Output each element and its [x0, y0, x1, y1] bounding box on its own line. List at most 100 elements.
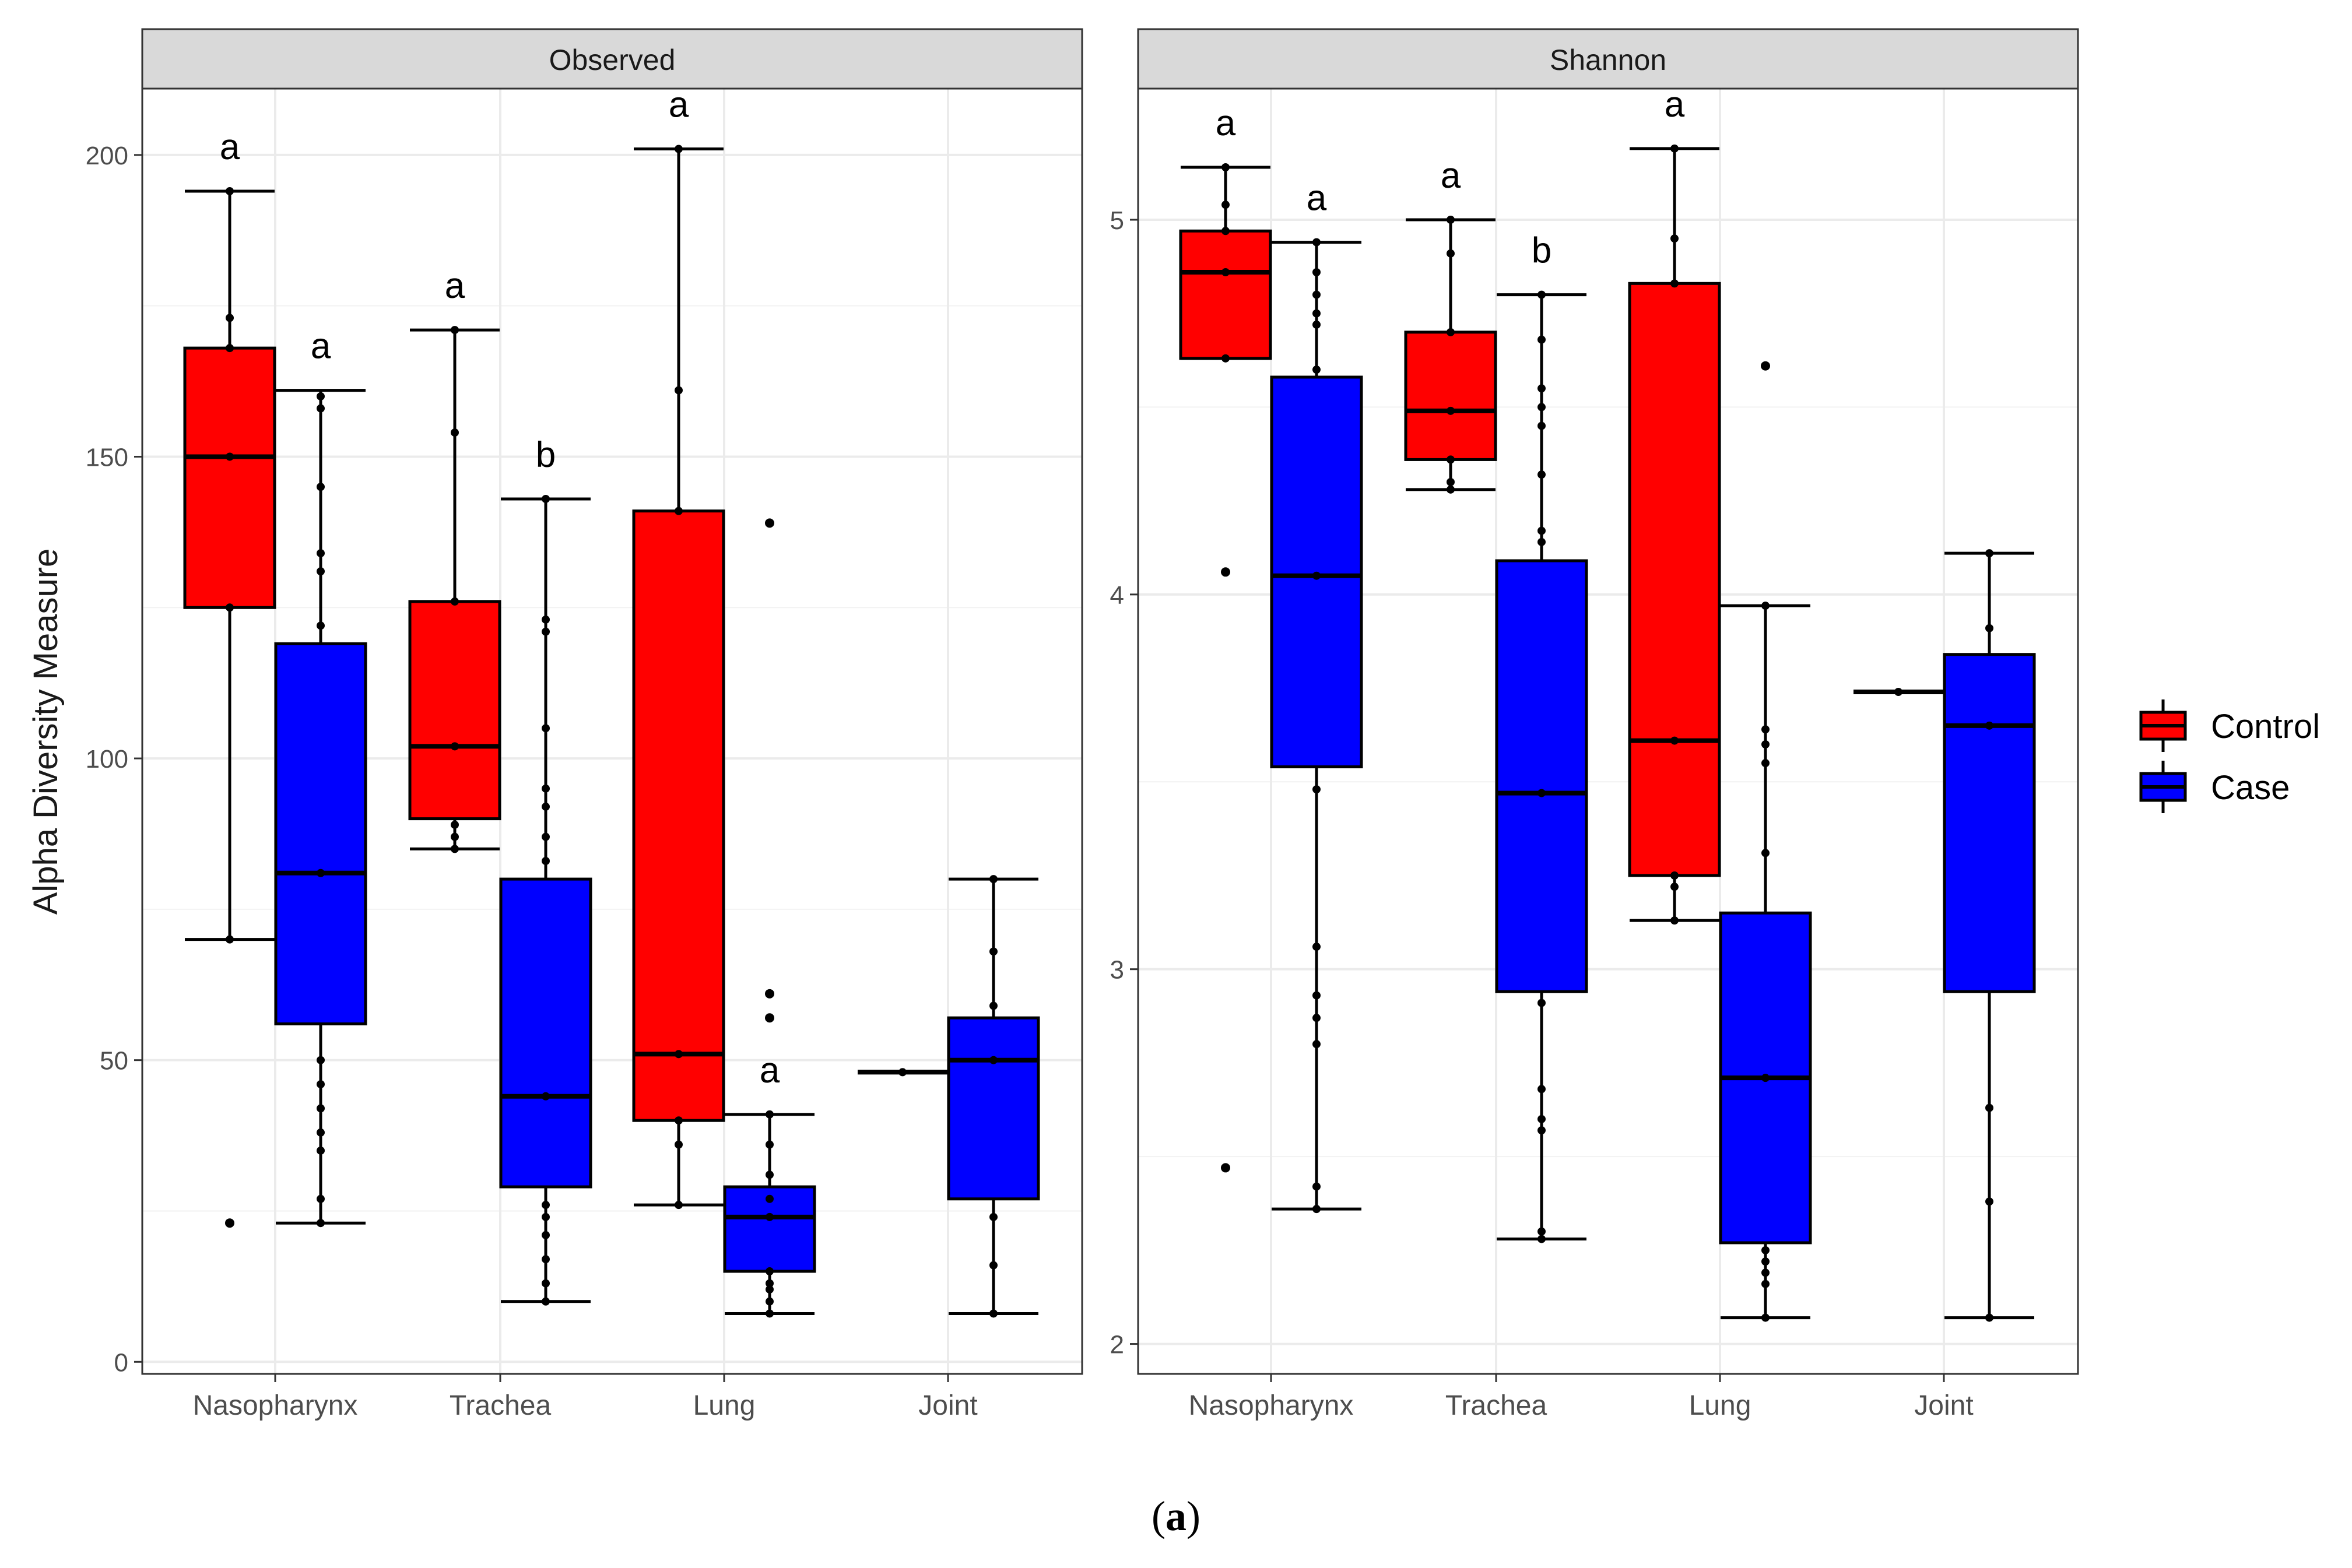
legend: Control Case — [2139, 699, 2320, 813]
y-tick-label: 150 — [86, 443, 128, 472]
data-point — [1985, 1103, 1993, 1112]
data-point — [1670, 736, 1679, 745]
box-control-trachea: a — [1404, 156, 1497, 494]
data-point — [1221, 201, 1230, 209]
box-iqr — [408, 600, 501, 821]
data-point — [766, 1267, 774, 1276]
y-tick-label: 50 — [100, 1047, 128, 1075]
data-point — [989, 1056, 998, 1064]
caption-open: ( — [1152, 1493, 1166, 1539]
data-point — [1537, 537, 1546, 546]
box-control-lung: a — [1628, 85, 1721, 925]
data-point — [317, 621, 325, 630]
data-point — [675, 145, 683, 153]
data-point — [317, 483, 325, 491]
x-tick-label: Trachea — [1445, 1390, 1547, 1421]
box-iqr — [499, 877, 592, 1189]
data-point — [542, 1279, 550, 1288]
x-tick-label: Lung — [693, 1390, 756, 1421]
data-point — [989, 1212, 998, 1221]
y-tick-label: 5 — [1110, 206, 1124, 235]
data-point — [542, 784, 550, 793]
y-tick-label: 4 — [1110, 581, 1124, 610]
data-point — [1985, 1197, 1993, 1206]
data-point — [1761, 759, 1770, 768]
box-iqr — [1404, 331, 1497, 461]
data-point — [1312, 785, 1321, 794]
data-point — [542, 1092, 550, 1101]
panel-shannon-border — [1137, 87, 2079, 1375]
data-point — [1221, 163, 1230, 171]
data-point — [542, 1201, 550, 1210]
box-case-joint — [947, 875, 1040, 1318]
x-tick-label: Nasopharynx — [193, 1390, 358, 1421]
data-point — [1537, 1115, 1546, 1123]
data-point — [1670, 871, 1679, 880]
data-point — [1312, 321, 1321, 329]
significance-letter: a — [1441, 156, 1461, 196]
data-point — [1537, 290, 1546, 299]
data-point — [1447, 216, 1455, 224]
data-point — [226, 314, 234, 322]
data-point — [451, 742, 459, 751]
data-point — [1312, 268, 1321, 276]
data-point — [1670, 916, 1679, 925]
data-point — [1670, 883, 1679, 891]
data-point — [766, 1170, 774, 1179]
data-point — [317, 1146, 325, 1155]
outlier-point — [225, 1218, 234, 1228]
data-point — [675, 386, 683, 395]
data-point — [451, 428, 459, 437]
legend-control-label: Control — [2211, 708, 2320, 746]
outlier-point — [1221, 567, 1230, 577]
data-point — [226, 935, 234, 944]
box-case-nasopharynx: a — [1270, 178, 1363, 1214]
data-point — [675, 1050, 683, 1059]
data-point — [989, 875, 998, 884]
data-point — [1761, 1257, 1770, 1266]
data-point — [766, 1194, 774, 1203]
data-point — [1761, 1279, 1770, 1288]
y-tick-label: 200 — [86, 142, 128, 170]
data-point — [542, 627, 550, 636]
data-point — [226, 344, 234, 353]
significance-letter: a — [1665, 85, 1685, 125]
box-iqr — [274, 642, 367, 1026]
data-point — [766, 1297, 774, 1306]
data-point — [317, 1194, 325, 1203]
data-point — [542, 1297, 550, 1306]
data-point — [989, 1261, 998, 1270]
box-control-joint — [858, 1068, 947, 1077]
data-point — [1761, 1074, 1770, 1082]
data-point — [542, 857, 550, 866]
outlier-point — [1761, 361, 1770, 371]
data-point — [1537, 470, 1546, 479]
data-point — [1670, 144, 1679, 153]
box-control-joint — [1853, 688, 1943, 696]
data-point — [451, 326, 459, 335]
data-point — [542, 615, 550, 624]
y-tick-label: 100 — [86, 745, 128, 774]
data-point — [1312, 1014, 1321, 1022]
data-point — [1761, 1268, 1770, 1277]
panel-shannon-strip — [1137, 28, 2079, 90]
data-point — [675, 1140, 683, 1149]
box-iqr — [183, 346, 276, 609]
data-point — [766, 1309, 774, 1318]
x-tick-label: Joint — [1914, 1390, 1973, 1421]
data-point — [1447, 485, 1455, 494]
y-axis-title: Alpha Diversity Measure — [27, 549, 65, 915]
data-point — [542, 1231, 550, 1239]
data-point — [1312, 238, 1321, 247]
data-point — [317, 549, 325, 558]
data-point — [1537, 335, 1546, 344]
data-point — [1221, 354, 1230, 363]
outlier-point — [1221, 1163, 1230, 1173]
data-point — [1985, 1313, 1993, 1322]
data-point — [1312, 943, 1321, 951]
data-point — [1537, 1235, 1546, 1243]
data-point — [1761, 1246, 1770, 1254]
data-point — [451, 845, 459, 853]
significance-letter: a — [445, 266, 465, 306]
legend-entry-case: Case — [2139, 761, 2290, 813]
